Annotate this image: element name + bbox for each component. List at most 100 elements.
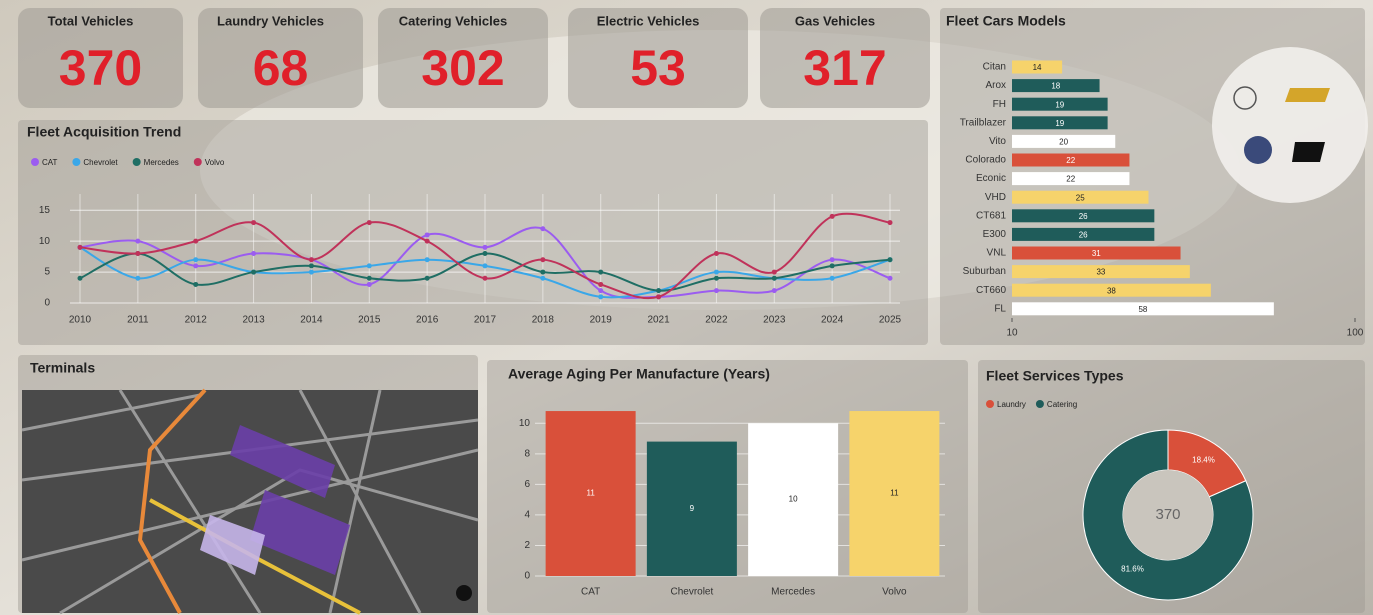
category-label: VHD [985, 192, 1006, 203]
data-label: 81.6% [1121, 565, 1144, 574]
data-point [830, 276, 835, 281]
map[interactable]: Terminals [22, 360, 478, 613]
legend-label: Volvo [205, 158, 225, 167]
legend-label: Chevrolet [83, 158, 118, 167]
category-label: Trailblazer [960, 117, 1007, 128]
data-label: 9 [690, 504, 695, 513]
data-point [598, 288, 603, 293]
y-tick-label: 10 [39, 236, 51, 247]
data-point [888, 276, 893, 281]
logo [1285, 88, 1330, 102]
x-tick-label: 2023 [763, 315, 786, 326]
data-point [656, 294, 661, 299]
kpi-title: Total Vehicles [48, 13, 134, 28]
data-label: 26 [1079, 212, 1088, 221]
data-point [367, 282, 372, 287]
data-point [772, 270, 777, 275]
y-tick-label: 15 [39, 205, 51, 216]
data-point [425, 257, 430, 262]
data-point [193, 263, 198, 268]
data-point [135, 276, 140, 281]
legend-label: CAT [42, 158, 58, 167]
map-info-icon[interactable] [456, 585, 472, 601]
data-point [830, 263, 835, 268]
x-tick-label: 10 [1006, 328, 1018, 339]
y-tick-label: 6 [524, 479, 530, 490]
data-label: 33 [1096, 268, 1105, 277]
y-tick-label: 5 [44, 267, 50, 278]
data-label: 22 [1066, 175, 1075, 184]
data-label: 19 [1055, 100, 1064, 109]
data-point [598, 282, 603, 287]
dashboard: Terminals Total Vehicles370Laundry Vehic… [0, 0, 1373, 615]
category-label: FH [993, 99, 1006, 110]
data-label: 25 [1076, 193, 1085, 202]
data-label: 14 [1033, 63, 1042, 72]
data-label: 58 [1138, 305, 1147, 314]
data-point [540, 270, 545, 275]
data-point [367, 220, 372, 225]
data-point [367, 263, 372, 268]
legend-marker [31, 158, 39, 166]
data-point [483, 245, 488, 250]
x-tick-label: 2014 [300, 315, 323, 326]
x-tick-label: 2018 [532, 315, 555, 326]
panel [18, 120, 928, 345]
data-point [251, 270, 256, 275]
data-label: 22 [1066, 156, 1075, 165]
x-tick-label: 2015 [358, 315, 381, 326]
data-point [598, 270, 603, 275]
data-label: 18.4% [1192, 456, 1215, 465]
category-label: Suburban [963, 266, 1006, 277]
category-label: Vito [989, 136, 1006, 147]
logo [1244, 136, 1272, 164]
x-tick-label: 2013 [242, 315, 265, 326]
kpi-value: 370 [59, 40, 142, 96]
data-label: 11 [890, 489, 899, 498]
data-point [714, 270, 719, 275]
panel-title: Terminals [30, 360, 95, 376]
category-label: Econic [976, 173, 1006, 184]
legend-marker [986, 400, 994, 408]
y-tick-label: 0 [44, 298, 50, 309]
data-point [309, 263, 314, 268]
category-label: FL [994, 303, 1006, 314]
data-point [483, 263, 488, 268]
data-point [193, 239, 198, 244]
x-tick-label: Chevrolet [670, 587, 713, 598]
data-point [888, 220, 893, 225]
category-label: Citan [983, 62, 1006, 73]
data-point [425, 239, 430, 244]
data-label: 26 [1079, 231, 1088, 240]
category-label: CT681 [976, 210, 1006, 221]
data-label: 38 [1107, 286, 1116, 295]
x-tick-label: 2022 [705, 315, 728, 326]
data-label: 20 [1059, 138, 1068, 147]
x-tick-label: 2011 [127, 315, 149, 326]
x-tick-label: Volvo [882, 587, 907, 598]
panel-title: Fleet Cars Models [946, 13, 1066, 29]
legend-marker [133, 158, 141, 166]
x-tick-label: 2012 [185, 315, 208, 326]
kpi-title: Electric Vehicles [597, 13, 700, 28]
data-point [78, 245, 83, 250]
panel-title: Fleet Services Types [986, 368, 1124, 384]
data-label: 18 [1051, 82, 1060, 91]
data-point [714, 251, 719, 256]
kpi-title: Catering Vehicles [399, 13, 507, 28]
y-tick-label: 8 [524, 448, 530, 459]
y-tick-label: 0 [524, 571, 530, 582]
data-point [656, 288, 661, 293]
x-tick-label: 2025 [879, 315, 902, 326]
data-point [540, 226, 545, 231]
data-point [540, 257, 545, 262]
x-tick-label: Mercedes [771, 587, 815, 598]
brand-logos [1212, 47, 1368, 203]
x-tick-label: 2024 [821, 315, 844, 326]
y-tick-label: 4 [524, 510, 530, 521]
data-point [888, 257, 893, 262]
legend-marker [1036, 400, 1044, 408]
data-point [483, 276, 488, 281]
data-point [830, 257, 835, 262]
data-point [367, 276, 372, 281]
